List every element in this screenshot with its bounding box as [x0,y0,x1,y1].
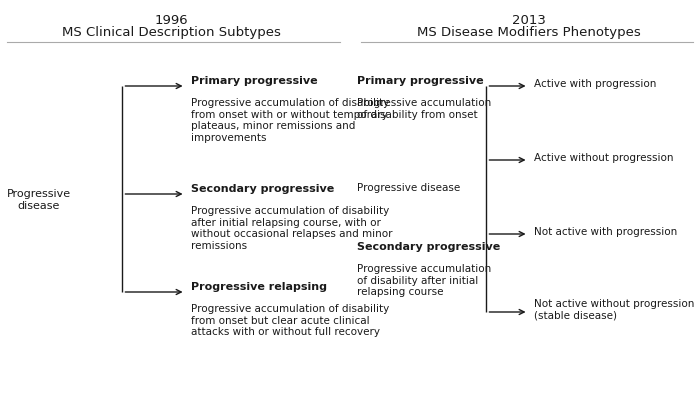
Text: MS Clinical Description Subtypes: MS Clinical Description Subtypes [62,26,281,39]
Text: Active without progression: Active without progression [534,153,673,163]
Text: Secondary progressive: Secondary progressive [357,242,500,252]
Text: Primary progressive: Primary progressive [191,76,318,86]
Text: Progressive disease: Progressive disease [357,183,461,193]
Text: Progressive relapsing: Progressive relapsing [191,282,327,292]
Text: 1996: 1996 [155,14,188,27]
Text: Secondary progressive: Secondary progressive [191,184,335,194]
Text: Not active without progression
(stable disease): Not active without progression (stable d… [534,299,694,321]
Text: Progressive accumulation of disability
from onset with or without temporary
plat: Progressive accumulation of disability f… [191,98,389,143]
Text: Progressive accumulation of disability
after initial relapsing course, with or
w: Progressive accumulation of disability a… [191,206,393,251]
Text: Progressive accumulation of disability
from onset but clear acute clinical
attac: Progressive accumulation of disability f… [191,304,389,337]
Text: Progressive accumulation
of disability after initial
relapsing course: Progressive accumulation of disability a… [357,264,491,297]
Text: Not active with progression: Not active with progression [534,227,678,237]
Text: Primary progressive: Primary progressive [357,76,484,86]
Text: Progressive accumulation
of disability from onset: Progressive accumulation of disability f… [357,98,491,120]
Text: 2013: 2013 [512,14,545,27]
Text: MS Disease Modifiers Phenotypes: MS Disease Modifiers Phenotypes [416,26,640,39]
Text: Active with progression: Active with progression [534,79,657,89]
Text: Progressive
disease: Progressive disease [7,189,71,211]
